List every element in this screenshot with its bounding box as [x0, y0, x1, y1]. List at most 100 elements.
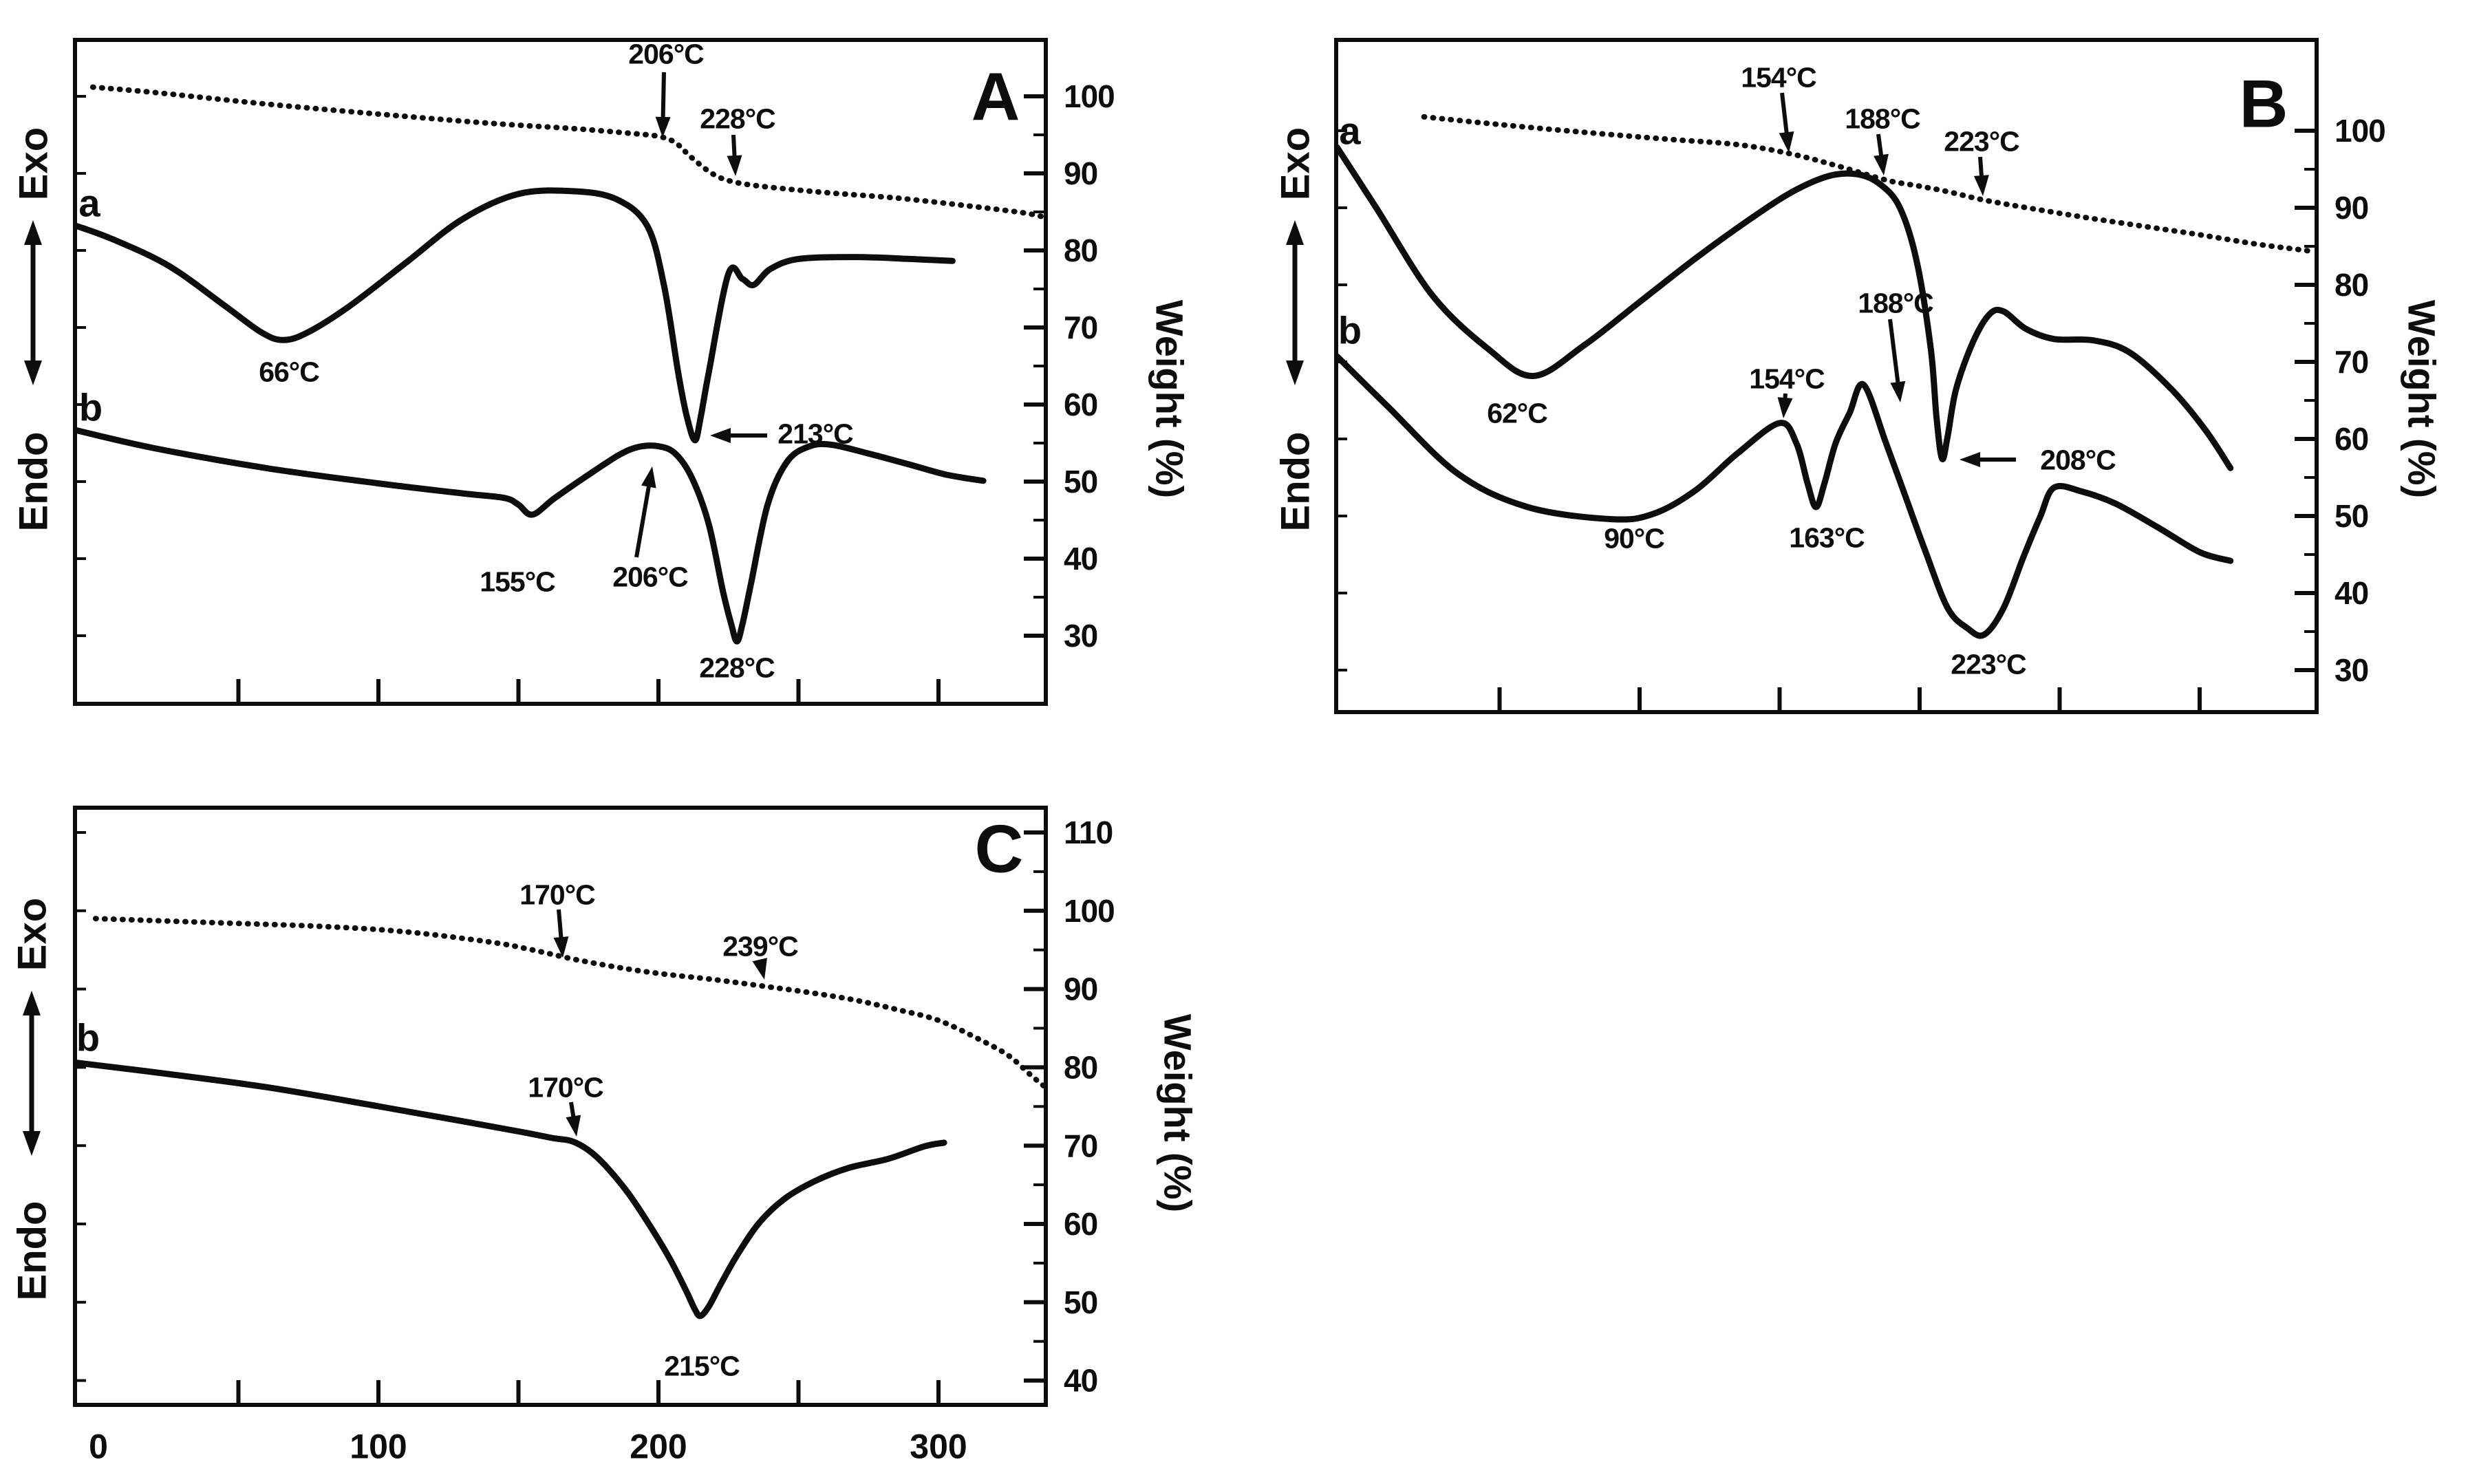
- annotation-label: 228°C: [699, 652, 775, 683]
- axis-title-exo: Exo: [1273, 127, 1318, 200]
- weight-axis-label: 60: [2335, 421, 2368, 457]
- arrowhead: [1960, 452, 1980, 467]
- panel-B-frame: [1334, 38, 2319, 714]
- axis-title-endo: Endo: [1273, 432, 1318, 532]
- axis-title-exo: Exo: [11, 127, 56, 200]
- arrow-shaft: [661, 72, 666, 124]
- weight-axis-label: 80: [1064, 233, 1097, 268]
- panel-letter-A: A: [972, 58, 1020, 134]
- curve-label-b: b: [79, 386, 103, 429]
- arrowhead: [1779, 131, 1794, 153]
- annotation-arrow-down-icon: [553, 909, 569, 958]
- weight-axis-label: 80: [1064, 1050, 1097, 1086]
- annotation-arrow-down-icon: [752, 958, 767, 980]
- x-axis-label: 100: [350, 1428, 407, 1466]
- arrowhead: [553, 936, 569, 958]
- curve-dsc-b-panel-A: [72, 427, 987, 645]
- annotation-label: 170°C: [528, 1071, 603, 1103]
- arrow-shaft: [634, 480, 652, 558]
- annotation-label: 155°C: [480, 566, 555, 597]
- weight-axis-label: 60: [1064, 1206, 1097, 1242]
- curve-tg-panel-B: [1421, 114, 2317, 255]
- annotation-label: 206°C: [628, 38, 704, 69]
- annotation-label: 213°C: [777, 418, 853, 449]
- annotation-label: 215°C: [664, 1350, 740, 1381]
- arrowhead: [1890, 380, 1906, 402]
- annotation-arrow-up-icon: [634, 466, 656, 558]
- endo-exo-arrow-icon: [1286, 220, 1304, 385]
- arrowhead: [752, 958, 767, 980]
- curve-tg-panel-C: [92, 916, 1048, 1090]
- arrowhead: [1777, 397, 1793, 418]
- annotation-label: 62°C: [1487, 397, 1547, 429]
- panel-A-frame: [73, 38, 1048, 706]
- annotation-label: 188°C: [1845, 103, 1920, 134]
- arrowhead: [24, 220, 42, 245]
- endo-exo-arrow-icon: [24, 220, 42, 385]
- annotation-label: 239°C: [722, 930, 798, 962]
- panel-C: 0 100 200 300 110 100 90 80 70 60 50 40 b 170°C 239°C 1…: [10, 806, 1199, 1466]
- arrow-shaft: [1888, 319, 1901, 389]
- annotation-label: 90°C: [1604, 522, 1664, 554]
- x-axis-label: 300: [910, 1428, 967, 1466]
- axis-title-endo: Endo: [10, 1201, 54, 1301]
- weight-axis-label: 100: [2335, 113, 2385, 149]
- panel-letter-C: C: [975, 810, 1024, 886]
- annotation-arrow-down-icon: [655, 72, 671, 138]
- curve-label-b: b: [1338, 309, 1362, 352]
- arrowhead: [23, 1131, 41, 1156]
- annotation-arrow-down-icon: [1779, 92, 1794, 153]
- weight-axis-label: 50: [2335, 498, 2368, 534]
- axis-title-weight: Weight (%): [1148, 300, 1191, 498]
- annotation-arrow-left-icon: [1960, 452, 2016, 467]
- arrowhead: [727, 155, 742, 176]
- weight-axis-label: 70: [1064, 1128, 1097, 1163]
- annotation-arrow-down-icon: [1777, 393, 1793, 418]
- weight-axis-label: 50: [1064, 1284, 1097, 1320]
- weight-axis-label: 90: [2335, 190, 2368, 226]
- curve-dsc-b-panel-B: [1333, 353, 2234, 639]
- annotation-arrow-down-icon: [1888, 319, 1906, 402]
- annotation-label: 66°C: [259, 356, 319, 387]
- curve-label-a: a: [1339, 109, 1361, 153]
- annotation-label: 154°C: [1741, 61, 1816, 93]
- weight-axis-label: 40: [1064, 1363, 1097, 1399]
- annotation-label: 223°C: [1951, 648, 2026, 680]
- panel-A: 100 90 80 70 60 50 40 30 a b 206°C 228°C 66°C 213°C 15…: [11, 38, 1191, 706]
- x-axis-label: 0: [89, 1428, 108, 1466]
- x-axis-label: 200: [630, 1428, 687, 1466]
- weight-axis-label: 70: [2335, 344, 2368, 380]
- weight-axis-label: 80: [2335, 267, 2368, 303]
- curve-dsc-b-panel-C: [72, 1060, 947, 1320]
- arrowhead: [641, 466, 656, 488]
- annotation-arrow-down-icon: [1874, 133, 1889, 175]
- arrowhead: [1286, 361, 1304, 385]
- weight-axis-label: 110: [1064, 815, 1113, 850]
- annotation-arrow-left-icon: [710, 428, 767, 443]
- annotation-arrow-down-icon: [566, 1101, 581, 1137]
- panel-C-frame: [73, 806, 1048, 1407]
- arrowhead: [1973, 175, 1989, 196]
- axis-title-weight: Weight (%): [1156, 1014, 1199, 1212]
- weight-axis-label: 30: [1064, 618, 1097, 654]
- curve-label-b: b: [76, 1016, 100, 1060]
- arrow-shaft: [1780, 92, 1790, 139]
- axis-title-weight: Weight (%): [2400, 300, 2443, 498]
- weight-axis-label: 60: [1064, 387, 1097, 422]
- arrowhead: [24, 361, 42, 385]
- panel-B: 100 90 80 70 60 50 40 30 a b 154°C 188°C 223°C 62°C 15…: [1273, 38, 2443, 714]
- weight-axis-label: 100: [1064, 893, 1115, 929]
- arrowhead: [655, 116, 671, 138]
- weight-axis-label: 30: [2335, 652, 2368, 688]
- axis-title-endo: Endo: [11, 432, 56, 532]
- curve-dsc-a-panel-A: [72, 187, 956, 444]
- arrowhead: [1286, 220, 1304, 245]
- weight-axis-label: 70: [1064, 310, 1097, 345]
- curve-label-a: a: [78, 182, 100, 225]
- endo-exo-arrow-icon: [23, 991, 41, 1156]
- annotation-label: 228°C: [700, 103, 775, 134]
- weight-axis-label: 100: [1064, 78, 1115, 114]
- panel-letter-B: B: [2240, 65, 2288, 141]
- annotation-label: 154°C: [1749, 363, 1825, 394]
